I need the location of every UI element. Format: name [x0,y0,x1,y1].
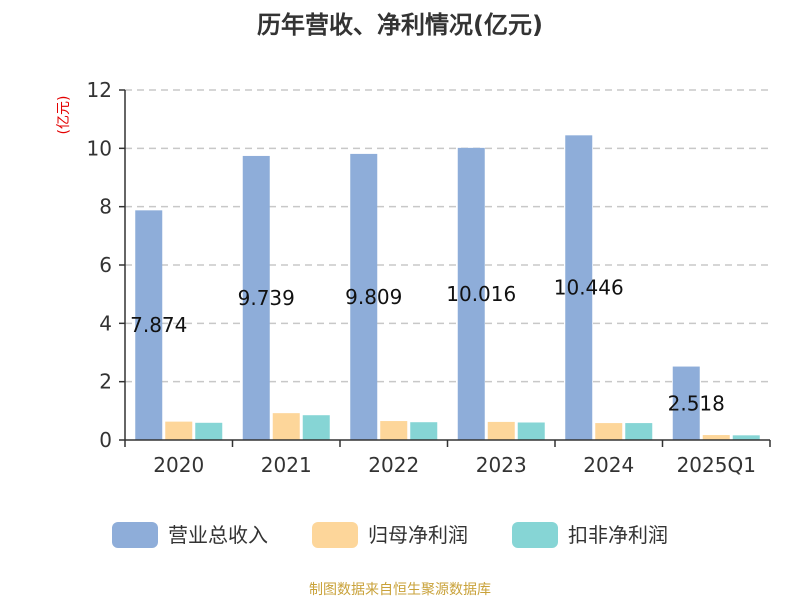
bar-series-3 [195,422,223,440]
data-labels: 7.874 9.739 9.809 10.016 10.446 2.518 [130,276,725,416]
y-tick-label: 10 [87,136,112,160]
bar-series-1 [350,153,378,440]
x-tick-label: 2022 [368,453,419,477]
y-tick-label: 4 [99,311,112,335]
x-tick-label: 2020 [153,453,204,477]
x-tick-label: 2025Q1 [677,453,756,477]
chart-title: 历年营收、净利情况(亿元) [257,11,543,39]
bars-group [135,135,760,440]
bar-series-2 [380,421,408,440]
bar-series-3 [517,422,545,440]
bar-series-3 [732,435,760,440]
data-label: 7.874 [130,313,187,337]
bar-series-2 [595,423,623,440]
bar-series-1 [242,155,270,440]
x-tick-label: 2021 [261,453,312,477]
source-note: 制图数据来自恒生聚源数据库 [309,582,491,598]
data-label: 10.446 [554,276,624,300]
legend: 营业总收入 归母净利润 扣非净利润 [112,522,668,548]
bar-series-2 [272,413,300,440]
y-tick-label: 0 [99,428,112,452]
bar-series-2 [702,435,730,440]
y-tick-label: 12 [87,78,112,102]
legend-swatch [112,522,158,548]
bar-series-2 [165,421,193,440]
bar-series-3 [410,422,438,440]
data-label: 10.016 [446,282,516,306]
data-label: 2.518 [668,391,725,415]
legend-swatch [312,522,358,548]
x-tick-label: 2023 [476,453,527,477]
bar-series-3 [302,415,330,440]
bar-series-2 [487,421,515,440]
y-axis-ticks: 0 2 4 6 8 10 12 [87,78,125,452]
y-tick-label: 2 [99,370,112,394]
bar-series-1 [672,366,700,440]
legend-label: 归母净利润 [368,523,468,547]
bar-series-1 [135,210,163,440]
y-axis-unit-label: (亿元) [56,96,72,135]
legend-swatch [512,522,558,548]
bar-series-1 [457,147,485,440]
legend-label: 扣非净利润 [568,523,668,547]
y-tick-label: 8 [99,195,112,219]
legend-label: 营业总收入 [168,523,268,547]
bar-series-3 [625,423,653,440]
grid-lines [125,89,770,383]
x-tick-label: 2024 [583,453,634,477]
bar-series-1 [565,135,593,440]
data-label: 9.739 [238,286,295,310]
x-axis-ticks: 2020 2021 2022 2023 2024 2025Q1 [124,440,771,477]
data-label: 9.809 [345,285,402,309]
y-tick-label: 6 [99,253,112,277]
